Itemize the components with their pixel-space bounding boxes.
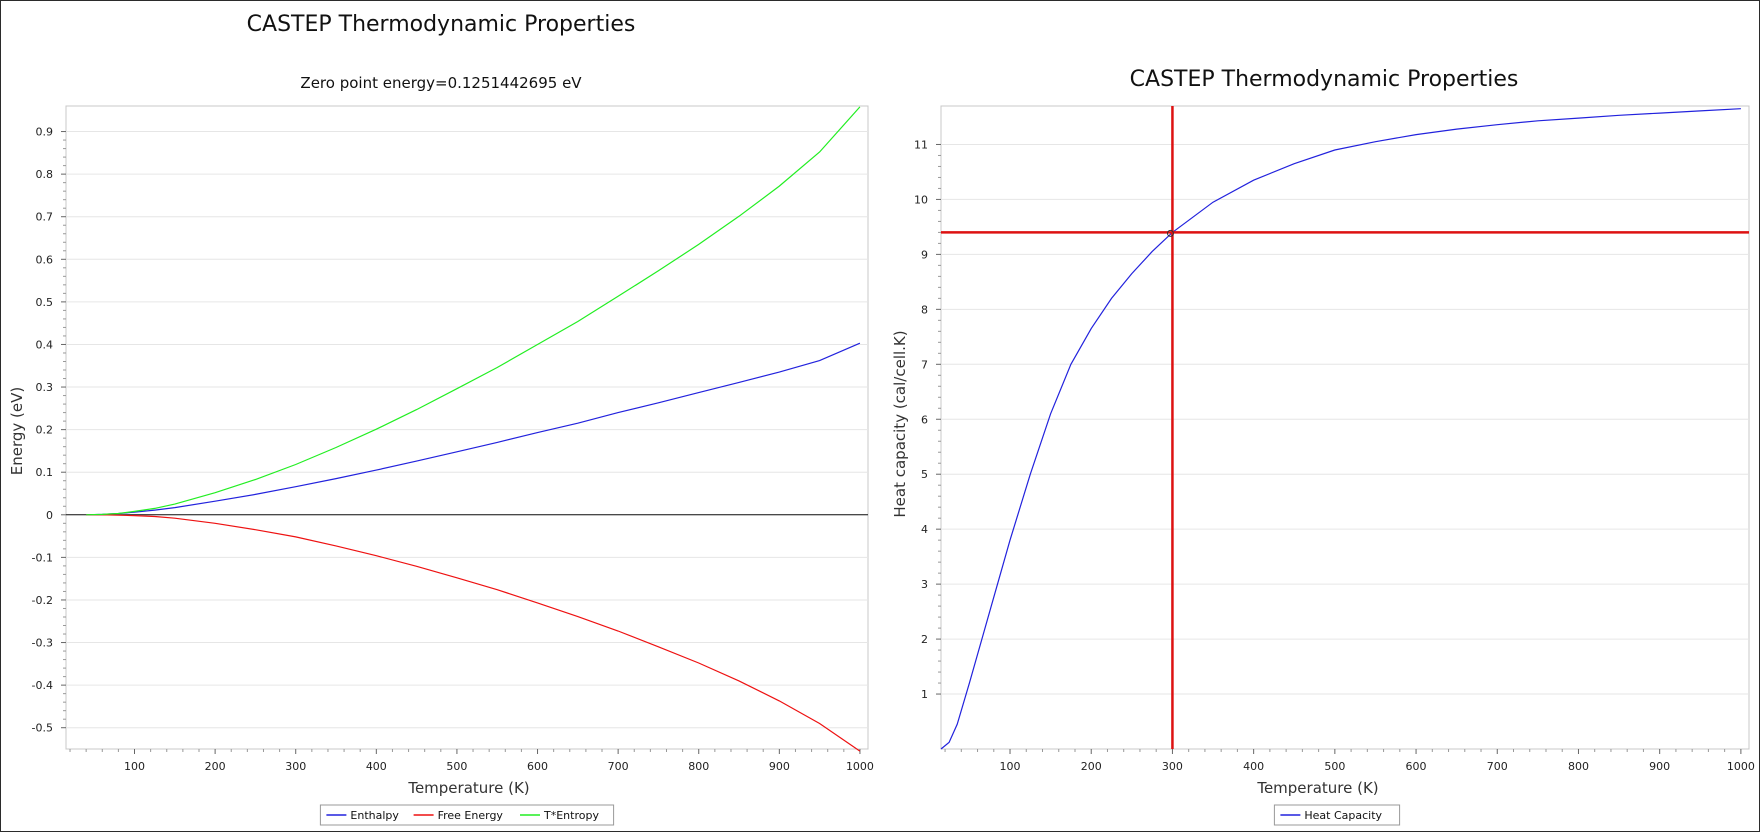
right-y-tick-label: 7 — [921, 358, 928, 371]
left-chart-subtitle: Zero point energy=0.1251442695 eV — [300, 74, 582, 92]
right-y-tick-label: 5 — [921, 468, 928, 481]
right-y-tick-label: 4 — [921, 523, 928, 536]
left-legend-box — [319, 804, 615, 826]
left-y-tick-label: 0.1 — [36, 466, 54, 479]
right-x-tick-label: 900 — [1649, 760, 1670, 773]
right-y-tick-label: 11 — [914, 138, 928, 151]
left-y-tick-label: -0.3 — [32, 637, 53, 650]
left-y-tick-label: 0.4 — [36, 338, 54, 351]
right-legend: Heat Capacity — [1273, 804, 1401, 826]
left-x-tick-label: 100 — [124, 760, 145, 773]
right-y-tick-label: 1 — [921, 688, 928, 701]
right-x-tick-label: 800 — [1568, 760, 1589, 773]
left-y-tick-label: -0.2 — [32, 594, 53, 607]
right-y-tick-label: 9 — [921, 248, 928, 261]
left-y-tick-label: 0.7 — [36, 211, 54, 224]
left-legend: Enthalpy Free Energy T*Entropy — [319, 804, 615, 826]
left-series-line-free-energy — [86, 514, 861, 752]
left-x-tick-label: 400 — [366, 760, 387, 773]
right-x-axis-label: Temperature (K) — [1256, 779, 1378, 797]
right-series-line-heat-capacity — [940, 108, 1741, 750]
right-chart: 1 2 3 4 5 6 7 8 9 10 11 100 200 300 400 500 600 700 800 900… — [914, 105, 1755, 826]
right-crosshair-marker — [1166, 229, 1174, 237]
right-x-tick-label: 1000 — [1727, 760, 1755, 773]
left-x-tick-label: 200 — [205, 760, 226, 773]
right-y-axis-label: Heat capacity (cal/cell.K) — [891, 330, 909, 517]
right-legend-label: Heat Capacity — [1304, 809, 1382, 822]
right-x-tick-label: 200 — [1081, 760, 1102, 773]
left-y-tick-label: 0.2 — [36, 424, 54, 437]
right-legend-box — [1273, 804, 1401, 826]
left-legend-label: T*Entropy — [543, 809, 599, 822]
left-y-tick-label: -0.4 — [32, 679, 53, 692]
right-x-tick-label: 300 — [1162, 760, 1183, 773]
left-y-axis-label: Energy (eV) — [8, 387, 26, 475]
right-x-tick-label: 600 — [1406, 760, 1427, 773]
right-x-tick-label: 400 — [1243, 760, 1264, 773]
right-y-tick-label: 2 — [921, 633, 928, 646]
right-y-tick-label: 3 — [921, 578, 928, 591]
left-chart: -0.5 -0.4 -0.3 -0.2 -0.1 0 0.1 0.2 0.3 0.4 0.5 0.6 0… — [32, 105, 874, 826]
left-y-tick-label: 0.3 — [36, 381, 54, 394]
chart-marks: -0.5 -0.4 -0.3 -0.2 -0.1 0 0.1 0.2 0.3 0.4 0.5 0.6 0… — [32, 105, 1755, 826]
left-x-tick-label: 900 — [769, 760, 790, 773]
left-legend-label: Free Energy — [438, 809, 504, 822]
right-chart-title: CASTEP Thermodynamic Properties — [1130, 67, 1519, 92]
left-legend-label: Enthalpy — [350, 809, 399, 822]
left-y-tick-label: 0.8 — [36, 168, 54, 181]
left-y-tick-label: -0.5 — [32, 722, 53, 735]
left-y-tick-label: 0.6 — [36, 253, 54, 266]
left-series-line-enthalpy — [86, 342, 861, 516]
left-y-tick-label: 0.9 — [36, 126, 54, 139]
left-x-tick-label: 300 — [285, 760, 306, 773]
left-x-tick-label: 700 — [608, 760, 629, 773]
right-y-tick-label: 8 — [921, 303, 928, 316]
right-y-tick-label: 10 — [914, 193, 928, 206]
left-chart-title: CASTEP Thermodynamic Properties — [247, 12, 636, 37]
right-x-tick-label: 100 — [1000, 760, 1021, 773]
left-series-line-t-entropy — [86, 106, 861, 516]
right-plot-area — [940, 105, 1750, 750]
left-y-tick-label: 0.5 — [36, 296, 54, 309]
left-y-tick-label: 0 — [46, 509, 53, 522]
left-x-tick-label: 600 — [527, 760, 548, 773]
right-x-tick-label: 700 — [1487, 760, 1508, 773]
left-plot-area — [65, 105, 869, 750]
left-x-tick-label: 800 — [688, 760, 709, 773]
left-x-axis-label: Temperature (K) — [407, 779, 529, 797]
right-y-tick-label: 6 — [921, 413, 928, 426]
left-x-tick-label: 500 — [446, 760, 467, 773]
left-y-tick-label: -0.1 — [32, 551, 53, 564]
left-x-tick-label: 1000 — [846, 760, 874, 773]
right-x-tick-label: 500 — [1324, 760, 1345, 773]
